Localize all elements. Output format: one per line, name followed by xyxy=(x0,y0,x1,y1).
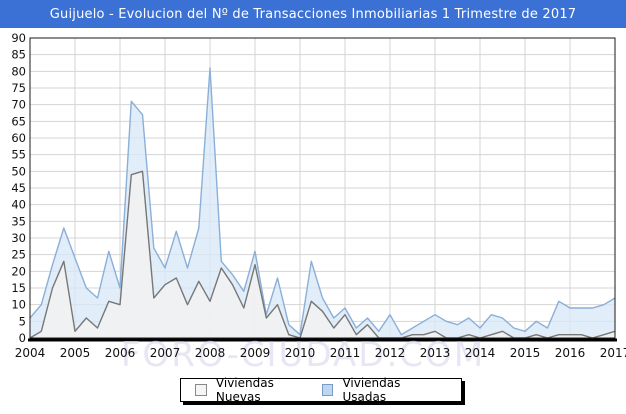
svg-text:2014: 2014 xyxy=(465,346,496,360)
svg-text:2013: 2013 xyxy=(420,346,451,360)
svg-text:45: 45 xyxy=(11,181,26,195)
svg-text:0: 0 xyxy=(19,331,26,345)
title-bar: Guijuelo - Evolucion del Nº de Transacci… xyxy=(0,0,626,28)
svg-text:2009: 2009 xyxy=(240,346,271,360)
svg-text:2010: 2010 xyxy=(285,346,316,360)
svg-text:2016: 2016 xyxy=(555,346,586,360)
svg-text:2017: 2017 xyxy=(600,346,626,360)
svg-text:70: 70 xyxy=(11,98,26,112)
svg-text:50: 50 xyxy=(11,164,26,178)
svg-text:FORO-CIUDAD.COM: FORO-CIUDAD.COM xyxy=(121,335,485,375)
svg-text:2015: 2015 xyxy=(510,346,541,360)
svg-text:10: 10 xyxy=(11,298,26,312)
svg-text:65: 65 xyxy=(11,114,26,128)
legend-item-viviendas-usadas: Viviendas Usadas xyxy=(321,376,447,404)
page-title: Guijuelo - Evolucion del Nº de Transacci… xyxy=(49,6,577,22)
svg-text:30: 30 xyxy=(11,231,26,245)
legend-label-nuevas: Viviendas Nuevas xyxy=(215,376,274,404)
legend-label-usadas: Viviendas Usadas xyxy=(342,376,401,404)
svg-text:60: 60 xyxy=(11,131,26,145)
nuevas-swatch-icon xyxy=(195,384,207,396)
svg-text:20: 20 xyxy=(11,264,26,278)
svg-text:2011: 2011 xyxy=(330,346,361,360)
svg-text:40: 40 xyxy=(11,198,26,212)
svg-text:15: 15 xyxy=(11,281,26,295)
chart-legend: Viviendas Nuevas Viviendas Usadas xyxy=(180,376,462,404)
svg-text:35: 35 xyxy=(11,214,26,228)
svg-text:2012: 2012 xyxy=(375,346,406,360)
svg-text:5: 5 xyxy=(19,314,26,328)
usadas-swatch-icon xyxy=(321,384,334,396)
svg-text:2006: 2006 xyxy=(105,346,136,360)
svg-text:2007: 2007 xyxy=(150,346,181,360)
svg-text:75: 75 xyxy=(11,81,26,95)
transactions-area-chart: FORO-CIUDAD.COM 0 5 10 15 20 25 30 35 40 45 50 55 60 6… xyxy=(11,31,626,375)
svg-text:2004: 2004 xyxy=(15,346,46,360)
svg-text:85: 85 xyxy=(11,48,26,62)
svg-text:2008: 2008 xyxy=(195,346,226,360)
svg-text:80: 80 xyxy=(11,64,26,78)
svg-text:2005: 2005 xyxy=(60,346,91,360)
legend-item-viviendas-nuevas: Viviendas Nuevas xyxy=(195,376,322,404)
svg-text:55: 55 xyxy=(11,148,26,162)
svg-text:90: 90 xyxy=(11,31,26,45)
svg-text:25: 25 xyxy=(11,248,26,262)
chart-area: FORO-CIUDAD.COM 0 5 10 15 20 25 30 35 40 45 50 55 60 6… xyxy=(0,28,626,375)
